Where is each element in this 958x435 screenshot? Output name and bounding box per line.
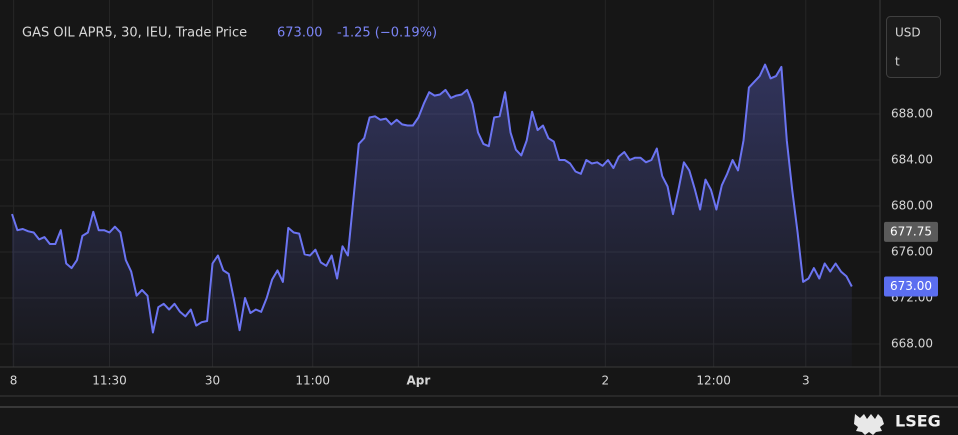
price-marker (884, 276, 938, 297)
x-tick-label: 8 (10, 374, 18, 388)
currency-box[interactable] (886, 16, 941, 78)
x-tick-label: Apr (406, 374, 430, 388)
last-price: 673.00 (277, 26, 323, 41)
price-marker (884, 221, 938, 242)
x-tick-label: 11:30 (92, 374, 127, 388)
x-tick-label: 2 (601, 374, 609, 388)
x-tick-label: 11:00 (295, 374, 330, 388)
y-tick-label: 688.00 (891, 107, 933, 121)
price-change: -1.25 (−0.19%) (337, 26, 437, 41)
plot (11, 63, 853, 367)
y-tick-label: 668.00 (891, 337, 933, 351)
x-tick-label: 3 (802, 374, 810, 388)
price-marker-label: 677.75 (890, 224, 932, 238)
brand-logo (854, 414, 884, 435)
price-marker-label: 673.00 (890, 279, 932, 293)
currency: USD (895, 26, 921, 40)
price-area (12, 64, 852, 367)
chart-title: GAS OIL APR5, 30, IEU, Trade Price (22, 26, 247, 41)
y-tick-label: 684.00 (891, 153, 933, 167)
y-tick-label: 676.00 (891, 245, 933, 259)
y-tick-label: 680.00 (891, 199, 933, 213)
unit: t (895, 55, 900, 69)
x-tick-label: 30 (205, 374, 220, 388)
x-tick-label: 12:00 (696, 374, 731, 388)
price-line (11, 63, 853, 334)
brand: LSEG (895, 412, 941, 431)
